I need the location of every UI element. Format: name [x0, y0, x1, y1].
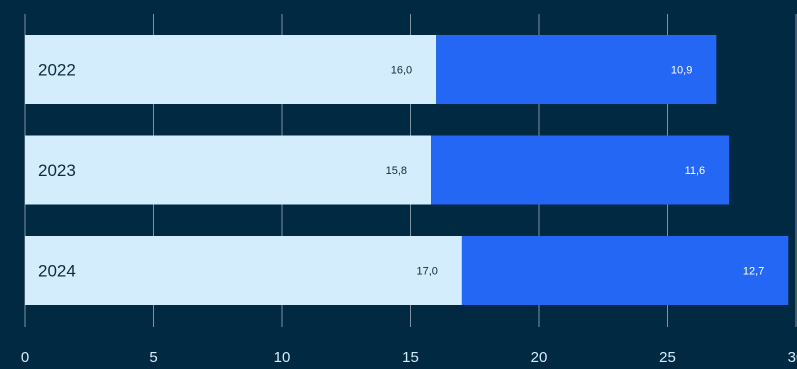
data-label-2024-series-2: 12,7	[743, 266, 764, 278]
x-tick-label-15: 15	[402, 349, 419, 366]
data-label-2023-series-1: 15,8	[386, 165, 407, 177]
bar-2024-series-2	[461, 236, 789, 305]
bar-2023-series-2	[431, 135, 730, 205]
category-label-2024: 2024	[38, 262, 76, 281]
data-label-2022-series-1: 16,0	[391, 65, 412, 77]
bar-2023-series-1	[25, 135, 432, 205]
bar-2022-series-1	[25, 35, 437, 104]
category-label-2022: 2022	[38, 61, 76, 80]
x-tick-label-0: 0	[21, 349, 29, 366]
data-label-2023-series-2: 11,6	[685, 165, 706, 177]
x-axis: 0 5 10 15 20 25 30	[21, 349, 797, 366]
x-tick-label-5: 5	[149, 349, 157, 366]
data-label-2024-series-1: 17,0	[416, 266, 437, 278]
x-tick-label-20: 20	[531, 349, 548, 366]
data-label-2022-series-2: 10,9	[671, 65, 692, 77]
data-labels: 16,0 10,9 2022 15,8 11,6 2023 17,0 12,7 2024	[38, 61, 764, 281]
category-label-2023: 2023	[38, 161, 76, 180]
bar-2022-series-2	[436, 35, 717, 104]
bars	[25, 35, 789, 305]
x-tick-label-30: 30	[788, 349, 797, 366]
x-tick-label-10: 10	[274, 349, 291, 366]
x-tick-label-25: 25	[659, 349, 676, 366]
bar-2024-series-1	[25, 236, 462, 305]
